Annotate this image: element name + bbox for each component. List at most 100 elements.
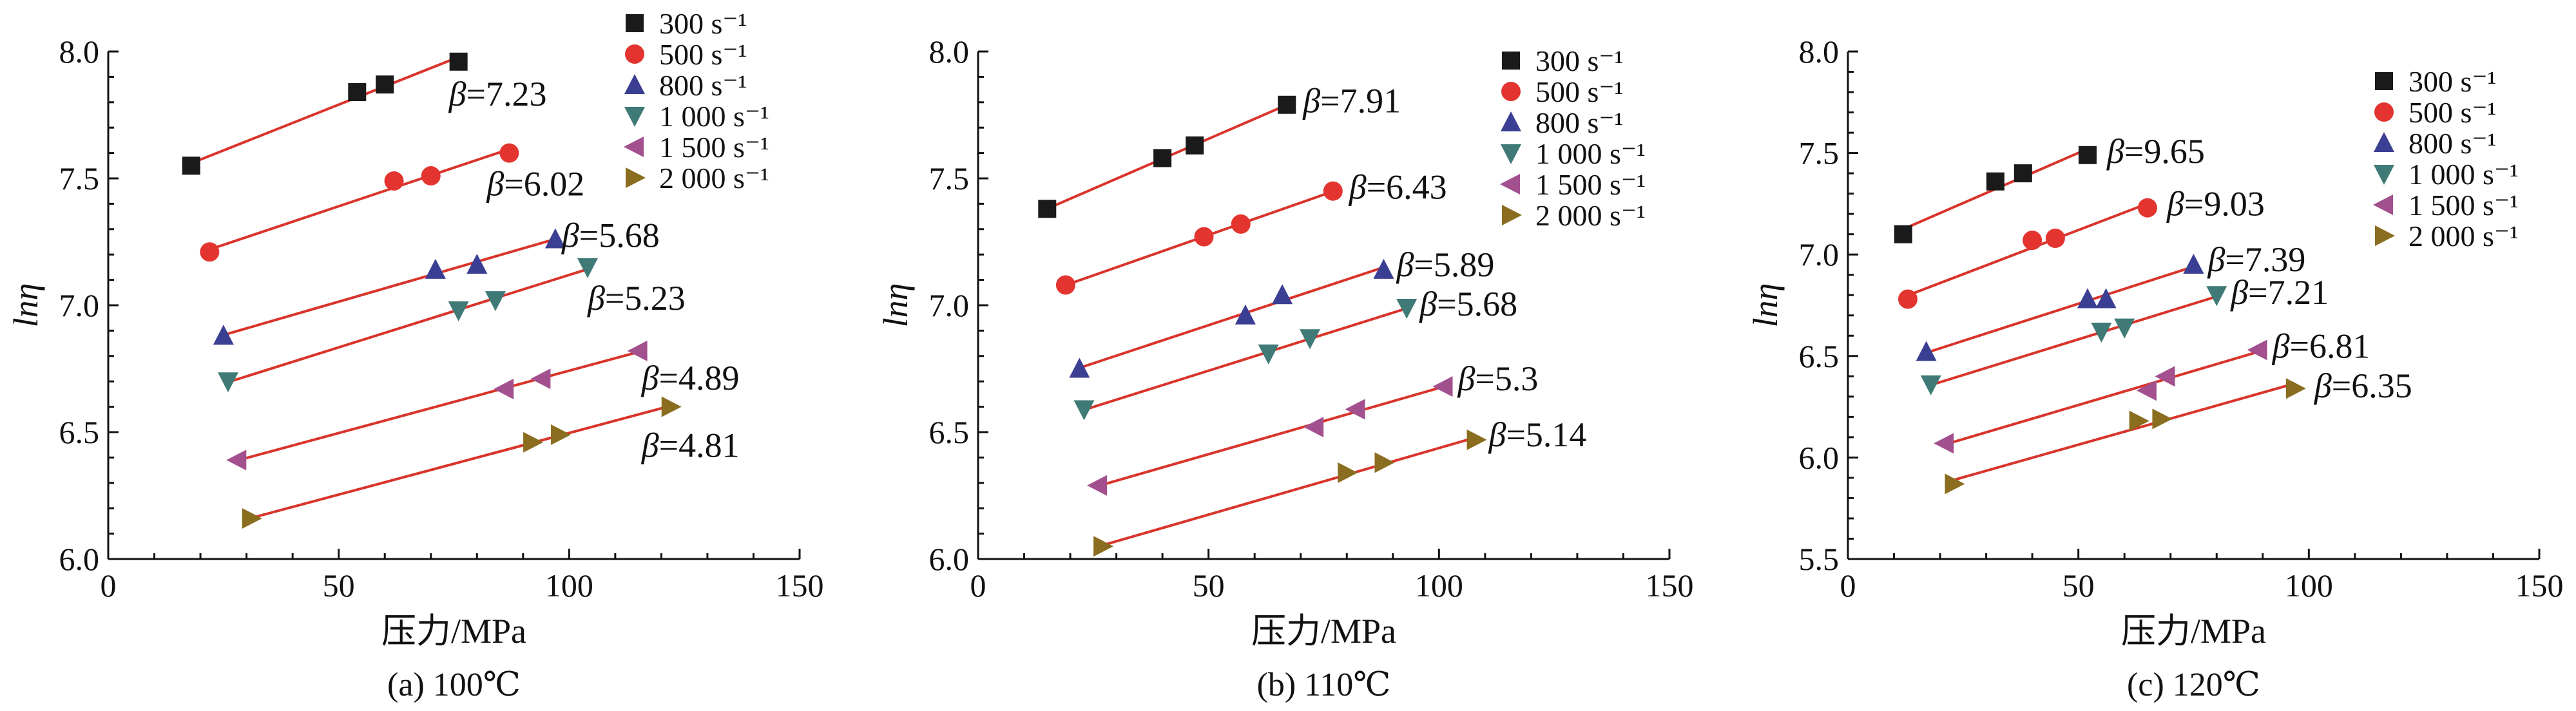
y-tick-label: 7.5	[1799, 135, 1840, 171]
data-point	[421, 166, 441, 186]
data-point	[2045, 228, 2065, 248]
legend-item: 2 000 s⁻¹	[1502, 199, 1646, 232]
legend-marker	[2374, 102, 2394, 122]
legend-item: 300 s⁻¹	[626, 7, 747, 40]
chart-panel-1: 0 50 100 150 6.0 6.5 7.0 7.5 8.0 压力/MPa lnη (a) 100…	[6, 7, 824, 703]
data-point	[2095, 288, 2117, 308]
y-tick-label: 6.5	[929, 414, 970, 450]
beta-label: β=6.81	[2272, 327, 2370, 365]
legend-item: 1 500 s⁻¹	[624, 131, 769, 164]
series-4: β=7.21	[1920, 273, 2329, 395]
data-point	[2091, 322, 2112, 343]
data-point	[551, 424, 572, 445]
fit-line	[1079, 266, 1385, 370]
x-tick-label: 100	[545, 567, 593, 603]
legend-item: 2 000 s⁻¹	[626, 162, 769, 194]
legend-marker	[625, 44, 644, 64]
y-tick-label: 7.0	[1799, 236, 1840, 272]
x-tick-label: 150	[1646, 567, 1694, 603]
chart-panel-3: 0 50 100 150 5.5 6.0 6.5 7.0 7.5 8.0 压力/MPa lnη (c) …	[1746, 33, 2564, 703]
series-4: β=5.68	[1073, 285, 1517, 421]
beta-label: β=7.39	[2207, 240, 2306, 279]
data-point	[1073, 400, 1095, 421]
data-point	[182, 156, 200, 175]
series-2: β=6.02	[200, 143, 584, 262]
data-point	[1432, 376, 1453, 397]
y-tick-label: 6.0	[1799, 439, 1840, 475]
beta-label: β=6.02	[486, 165, 584, 204]
legend-marker	[626, 167, 646, 188]
series-3: β=7.39	[1916, 240, 2306, 361]
data-point	[627, 340, 648, 361]
y-tick-label: 6.5	[1799, 338, 1840, 374]
series-6: β=5.14	[1093, 415, 1586, 557]
series-5: β=4.89	[226, 340, 740, 471]
legend-item: 2 000 s⁻¹	[2375, 220, 2519, 252]
series-6: β=6.35	[1945, 366, 2412, 495]
data-point	[1194, 227, 1214, 247]
legend-marker	[2373, 194, 2393, 215]
data-point	[544, 228, 566, 249]
fit-line	[209, 147, 510, 251]
x-tick-label: 0	[970, 567, 986, 603]
data-point	[466, 253, 488, 274]
legend-marker	[2374, 165, 2394, 185]
beta-label: β=5.3	[1457, 359, 1538, 398]
data-point	[1235, 304, 1256, 325]
data-point	[226, 450, 247, 471]
data-point	[494, 379, 514, 400]
y-tick-label: 8.0	[59, 33, 100, 70]
x-tick-label: 0	[1840, 567, 1856, 603]
legend-item: 300 s⁻¹	[1502, 44, 1623, 77]
y-tick-label: 8.0	[1799, 33, 1840, 70]
legend-label: 300 s⁻¹	[659, 7, 747, 40]
y-tick-label: 7.5	[59, 160, 100, 196]
y-tick-label: 5.5	[1799, 541, 1840, 577]
data-point	[1323, 181, 1343, 201]
legend-item: 300 s⁻¹	[2375, 65, 2496, 98]
fit-line	[1930, 295, 2217, 386]
data-point	[530, 368, 551, 390]
beta-label: β=6.35	[2314, 366, 2412, 405]
x-tick-label: 100	[1415, 567, 1463, 603]
beta-label: β=4.81	[641, 426, 740, 465]
data-point	[2137, 198, 2157, 218]
data-point	[1920, 375, 1941, 395]
beta-label: β=7.91	[1302, 82, 1401, 120]
data-point	[1898, 289, 1918, 309]
legend-marker	[1502, 52, 1520, 70]
data-point	[1055, 275, 1075, 295]
y-tick-label: 7.5	[929, 160, 970, 196]
data-point	[1934, 433, 1954, 454]
fit-line	[1953, 382, 2296, 482]
data-point	[1338, 462, 1358, 484]
legend-marker	[626, 14, 644, 32]
data-point	[2136, 380, 2157, 401]
legend-item: 1 000 s⁻¹	[1501, 137, 1646, 170]
legend-label: 1 000 s⁻¹	[1535, 137, 1646, 170]
legend-label: 1 500 s⁻¹	[1535, 168, 1646, 201]
data-point	[1466, 429, 1487, 450]
legend-marker	[1500, 174, 1520, 194]
fit-line	[227, 268, 588, 384]
data-point	[2183, 253, 2204, 274]
x-tick-label: 50	[2062, 567, 2095, 603]
data-point	[1986, 172, 2004, 191]
x-axis-title: 压力/MPa	[1251, 612, 1396, 650]
data-point	[2114, 318, 2135, 339]
data-point	[1231, 214, 1251, 234]
beta-label: β=7.21	[2230, 273, 2329, 312]
data-point	[384, 171, 404, 191]
beta-label: β=6.43	[1349, 168, 1447, 207]
legend-label: 300 s⁻¹	[1535, 44, 1623, 77]
legend-label: 1 500 s⁻¹	[2408, 189, 2519, 222]
series-2: β=6.43	[1055, 168, 1447, 295]
panel-caption: (c) 120℃	[2127, 667, 2260, 703]
data-point	[2152, 408, 2173, 430]
x-tick-label: 0	[101, 567, 117, 603]
data-point	[200, 242, 220, 262]
beta-label: β=7.23	[448, 75, 547, 113]
